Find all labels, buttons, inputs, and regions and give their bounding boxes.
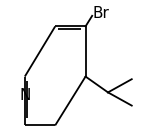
Text: Br: Br xyxy=(93,6,110,21)
Text: N: N xyxy=(19,88,31,103)
